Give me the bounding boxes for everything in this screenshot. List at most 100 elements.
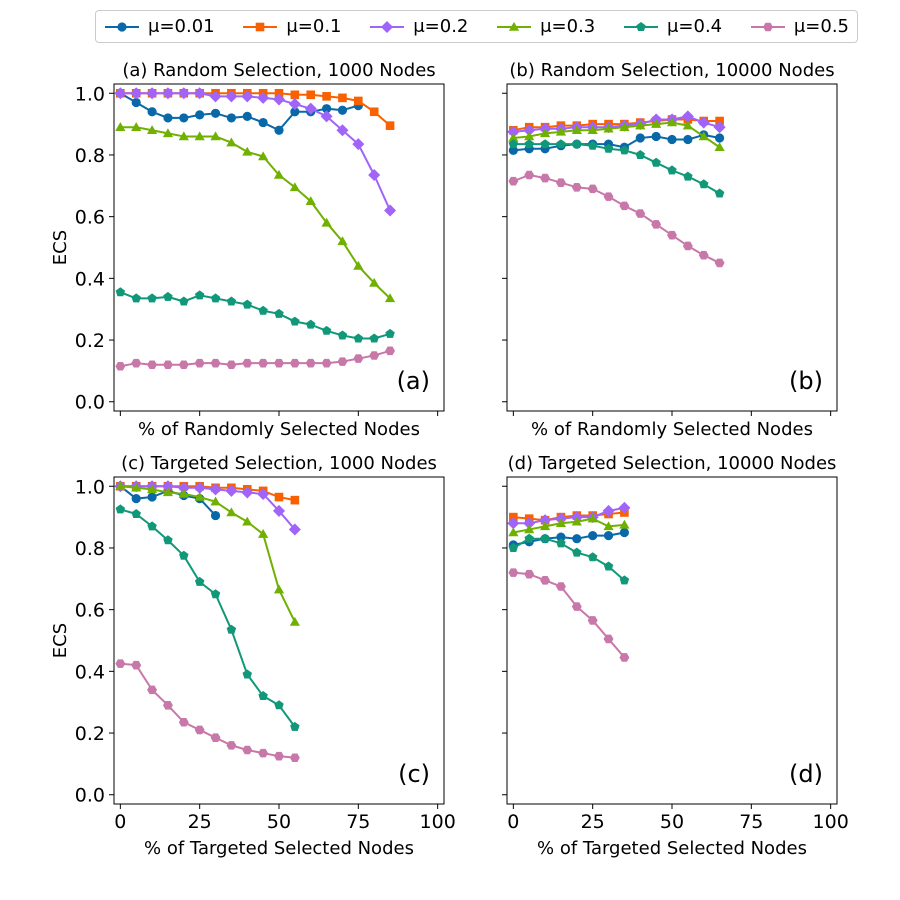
data-point <box>226 360 237 370</box>
data-point <box>369 351 380 360</box>
panel-c: (c) Targeted Selection, 1000 Nodes 0 25 50 7… <box>50 453 456 859</box>
data-point <box>114 87 127 100</box>
data-point <box>161 87 174 100</box>
data-point <box>179 550 189 560</box>
data-point <box>241 486 254 499</box>
data-point <box>163 113 173 123</box>
data-point <box>353 354 364 363</box>
data-point <box>226 137 237 147</box>
data-point <box>714 133 725 143</box>
data-point <box>131 358 142 368</box>
data-point <box>242 516 253 526</box>
panel-d: (d) Targeted Selection, 10000 Nodes 0 25 50… <box>502 453 849 859</box>
legend-marker <box>762 22 773 31</box>
data-point <box>163 535 173 545</box>
legend-label: μ=0.4 <box>666 16 723 37</box>
data-point <box>667 165 677 175</box>
data-point <box>603 634 614 644</box>
data-point <box>242 299 252 309</box>
data-point <box>290 495 300 505</box>
data-point <box>320 110 333 123</box>
data-point <box>290 90 300 100</box>
data-point <box>369 277 380 287</box>
data-point <box>225 484 238 497</box>
legend-item: μ=0.5 <box>750 16 849 37</box>
legend-label: μ=0.01 <box>148 16 215 37</box>
data-point <box>257 91 270 104</box>
data-point <box>306 90 316 100</box>
data-point <box>226 624 237 634</box>
data-point <box>698 250 709 260</box>
series-line <box>120 349 391 368</box>
data-point <box>618 501 631 514</box>
data-point <box>274 308 284 318</box>
data-point <box>508 176 519 186</box>
data-point <box>384 204 397 217</box>
y-tick-label: 0.4 <box>75 661 105 683</box>
data-point <box>274 492 284 502</box>
data-point <box>273 169 285 179</box>
data-point <box>258 748 269 758</box>
legend-marker <box>636 21 646 31</box>
y-tick-label: 1.0 <box>75 476 105 498</box>
data-point <box>210 108 221 118</box>
data-point <box>305 358 316 368</box>
data-point <box>714 142 725 151</box>
data-point <box>635 120 646 130</box>
data-point <box>288 523 301 536</box>
data-point <box>163 291 173 301</box>
data-point <box>587 552 598 562</box>
y-axis-label: ECS <box>50 230 71 265</box>
panel-corner-label: (b) <box>789 367 823 395</box>
legend-swatch <box>105 21 139 32</box>
data-point <box>699 179 709 189</box>
data-point <box>619 122 630 131</box>
data-point <box>210 293 221 303</box>
data-point <box>682 241 693 251</box>
data-point <box>131 660 142 670</box>
x-tick-label: 50 <box>660 811 684 833</box>
data-point <box>338 93 347 103</box>
data-point <box>697 116 710 129</box>
data-point <box>146 87 159 100</box>
legend-label: μ=0.1 <box>286 16 342 37</box>
x-axis-label: % of Randomly Selected Nodes <box>138 419 420 440</box>
x-tick-label: 100 <box>420 811 456 833</box>
data-point <box>354 96 363 106</box>
x-tick-label: 75 <box>346 811 370 833</box>
series-μ=0.4 <box>508 139 725 198</box>
data-point <box>667 230 677 240</box>
x-axis-label: % of Randomly Selected Nodes <box>531 419 813 440</box>
y-tick-label: 1.0 <box>75 83 105 105</box>
legend-label: μ=0.5 <box>793 16 849 37</box>
data-point <box>115 504 126 514</box>
data-point <box>290 316 300 326</box>
data-point <box>571 183 582 192</box>
data-point <box>603 521 614 531</box>
data-point <box>115 659 126 668</box>
data-point <box>540 139 550 149</box>
data-point <box>289 182 300 192</box>
data-point <box>508 542 519 552</box>
data-point <box>210 510 221 521</box>
data-point <box>210 589 221 599</box>
legend-label: μ=0.2 <box>413 16 469 37</box>
data-point <box>147 521 157 531</box>
data-point <box>556 139 566 149</box>
data-point <box>539 128 551 138</box>
legend: μ=0.01 μ=0.1 μ=0.2 μ=0.3 μ=0.4 μ=0.5 <box>95 10 858 43</box>
data-point <box>178 131 189 141</box>
axes-frame <box>113 83 445 412</box>
data-point <box>571 602 582 611</box>
data-point <box>588 531 598 541</box>
data-point <box>306 319 316 329</box>
data-point <box>131 482 142 492</box>
data-point <box>115 481 126 491</box>
legend-item: μ=0.2 <box>369 16 468 37</box>
data-point <box>369 333 379 343</box>
data-point <box>337 330 348 340</box>
data-point <box>603 192 614 201</box>
data-point <box>258 358 269 368</box>
data-point <box>179 113 189 123</box>
data-point <box>337 105 348 115</box>
